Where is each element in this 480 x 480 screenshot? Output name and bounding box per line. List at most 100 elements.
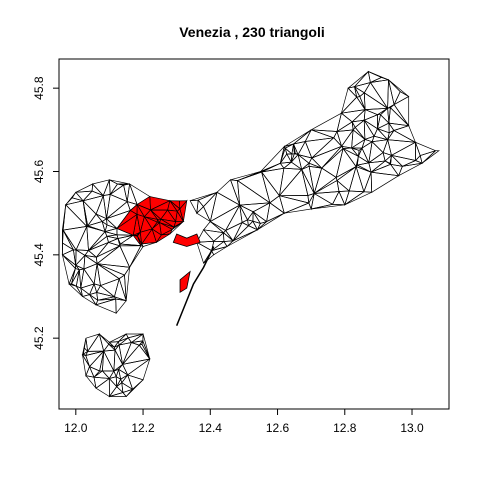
mesh-triangle (387, 107, 391, 124)
mesh-triangle (355, 166, 372, 193)
lagoon-islands (172, 233, 215, 326)
mesh-triangle (62, 204, 88, 231)
mesh-triangle (230, 171, 261, 181)
mesh-triangle (88, 230, 108, 251)
y-tick-label: 45.4 (32, 243, 46, 267)
mesh-triangle (119, 243, 141, 247)
highlighted-triangle (169, 200, 181, 212)
mesh-triangle (101, 370, 115, 380)
mesh-triangle (259, 162, 281, 173)
mesh-triangle (115, 298, 127, 315)
y-tick-label: 45.8 (32, 76, 46, 100)
mesh-triangle (283, 143, 294, 149)
mesh-triangle (369, 79, 389, 110)
mesh-triangle (387, 78, 401, 106)
mesh-triangle (82, 199, 97, 227)
mesh-triangle (95, 377, 110, 398)
mesh-triangle (382, 138, 392, 156)
chart-title: Venezia , 230 triangoli (179, 24, 325, 40)
mesh-triangle (311, 129, 338, 139)
x-tick-label: 12.8 (333, 421, 357, 435)
x-axis: 12.0 12.2 12.4 12.6 12.8 13.0 (64, 409, 424, 435)
mesh-triangle (131, 340, 144, 346)
mesh-triangle (113, 296, 127, 302)
mesh-triangle (290, 153, 303, 171)
mesh-triangle (402, 160, 424, 167)
mesh-triangle (118, 368, 129, 380)
mesh-triangle (344, 191, 374, 206)
triangulation-mesh (61, 70, 440, 398)
mesh-triangle (387, 139, 417, 156)
mesh-triangle (313, 167, 337, 195)
lido-strip (175, 246, 215, 326)
mesh-triangle (108, 376, 118, 388)
mesh-triangle (108, 341, 120, 348)
mesh-triangle (126, 183, 138, 206)
mesh-triangle (82, 350, 89, 357)
mesh-triangle (212, 231, 225, 242)
mesh-triangle (108, 386, 124, 398)
mesh-triangle (108, 377, 118, 398)
mesh-triangle (196, 205, 212, 223)
mesh-triangle (419, 150, 436, 164)
mesh-triangle (367, 152, 386, 164)
mesh-triangle (91, 183, 104, 196)
mesh-triangle (75, 226, 89, 251)
mesh-triangle (121, 374, 134, 391)
mesh-triangle (216, 179, 241, 206)
mesh-triangle (393, 91, 410, 106)
lido-island (179, 270, 191, 294)
mesh-triangle (257, 212, 285, 231)
mesh-triangle (75, 249, 86, 267)
mesh-triangle (341, 87, 358, 114)
mesh-triangle (105, 209, 132, 229)
mesh-triangle (335, 166, 357, 182)
mesh-triangle (377, 128, 390, 141)
mesh-triangle (209, 204, 241, 231)
mesh-triangle (119, 245, 142, 269)
mesh-triangle (104, 224, 119, 233)
mesh-triangle (71, 269, 80, 287)
mesh-triangle (103, 349, 116, 373)
mesh-triangle (85, 350, 104, 357)
mesh-triangle (93, 263, 101, 287)
mesh-triangle (203, 191, 218, 223)
mesh-triangle (293, 143, 296, 155)
mesh-triangle (114, 344, 123, 365)
x-tick-label: 12.2 (131, 421, 155, 435)
mesh-triangle (279, 153, 292, 164)
mesh-triangle (414, 154, 423, 164)
y-tick-label: 45.2 (32, 326, 46, 350)
mesh-triangle (98, 333, 110, 352)
mesh-triangle (261, 171, 280, 204)
mesh-triangle (86, 225, 106, 252)
mesh-triangle (331, 190, 346, 206)
mesh-triangle (95, 194, 107, 220)
y-axis: 45.2 45.4 45.6 45.8 (32, 76, 59, 350)
mesh-triangle (87, 242, 109, 258)
mesh-triangle (95, 245, 121, 265)
mesh-triangle (252, 202, 271, 223)
mesh-triangle (83, 263, 98, 285)
mesh-triangle (260, 167, 285, 197)
mesh-triangle (377, 114, 381, 129)
mesh-triangle (210, 221, 227, 234)
mesh-triangle (93, 376, 111, 389)
mesh-triangle (62, 254, 77, 270)
mesh-triangle (313, 176, 338, 194)
mesh-triangle (118, 333, 129, 342)
mesh-triangle (297, 140, 313, 159)
mesh-triangle (301, 162, 310, 170)
mesh-triangle (393, 125, 417, 144)
mesh-triangle (85, 365, 95, 378)
mesh-triangle (196, 199, 204, 215)
mesh-triangle (138, 343, 151, 360)
mesh-triangle (118, 274, 127, 301)
mesh-triangle (370, 160, 392, 173)
mesh-triangle (354, 86, 361, 98)
mesh-triangle (102, 349, 115, 372)
mesh-triangle (344, 190, 365, 206)
mesh-triangle (353, 81, 372, 94)
plot-frame (58, 58, 450, 410)
